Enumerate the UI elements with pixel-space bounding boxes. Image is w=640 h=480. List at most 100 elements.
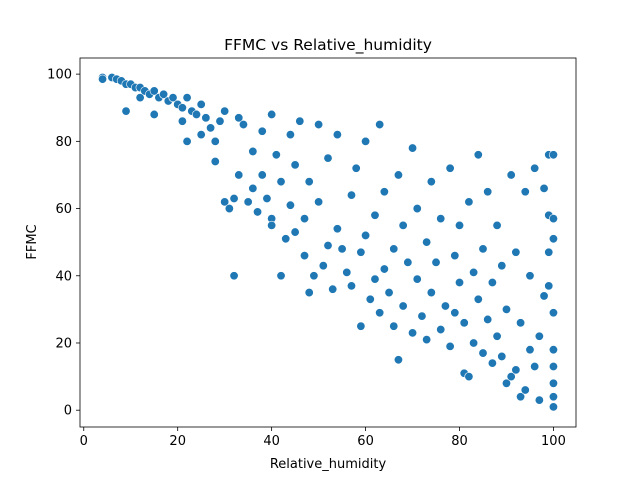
y-tick-label: 60 — [55, 202, 72, 217]
data-point — [238, 120, 248, 130]
data-point — [422, 237, 432, 247]
data-point — [473, 150, 483, 160]
data-point — [393, 170, 403, 180]
data-point — [389, 244, 399, 254]
data-point — [285, 130, 295, 140]
data-point — [177, 116, 187, 126]
points-layer — [98, 72, 558, 412]
data-point — [464, 197, 474, 207]
x-tick-label: 60 — [357, 434, 374, 449]
y-axis: 0 20 40 60 80 100 — [47, 68, 80, 419]
data-point — [220, 197, 230, 207]
data-point — [478, 244, 488, 254]
data-point — [516, 392, 526, 402]
data-point — [548, 392, 558, 402]
data-point — [309, 271, 319, 281]
data-point — [506, 170, 516, 180]
y-tick-label: 0 — [64, 404, 72, 419]
data-point — [520, 385, 530, 395]
data-point — [492, 331, 502, 341]
data-point — [332, 224, 342, 234]
data-point — [253, 207, 263, 217]
data-point — [487, 277, 497, 287]
data-point — [375, 120, 385, 130]
data-point — [220, 106, 230, 116]
data-point — [196, 99, 206, 109]
data-point — [445, 341, 455, 351]
data-point — [548, 402, 558, 412]
data-point — [412, 204, 422, 214]
plot-frame — [79, 57, 577, 428]
data-point — [300, 214, 310, 224]
x-tick-label: 0 — [80, 434, 88, 449]
data-point — [314, 197, 324, 207]
data-point — [346, 281, 356, 291]
data-point — [229, 193, 239, 203]
data-point — [501, 304, 511, 314]
data-point — [544, 281, 554, 291]
data-point — [356, 321, 366, 331]
data-point — [365, 294, 375, 304]
data-point — [267, 220, 277, 230]
data-point — [191, 109, 201, 119]
x-tick-label: 20 — [169, 434, 186, 449]
data-point — [497, 351, 507, 361]
data-point — [304, 177, 314, 187]
data-point — [534, 395, 544, 405]
data-point — [483, 314, 493, 324]
data-point — [398, 220, 408, 230]
data-point — [314, 120, 324, 130]
data-point — [393, 355, 403, 365]
data-point — [548, 308, 558, 318]
data-point — [257, 126, 267, 136]
data-point — [525, 345, 535, 355]
data-point — [201, 113, 211, 123]
data-point — [440, 301, 450, 311]
data-point — [544, 247, 554, 257]
data-point — [285, 200, 295, 210]
x-tick-label: 100 — [541, 434, 566, 449]
data-point — [121, 106, 131, 116]
y-axis-title: FFMC — [25, 224, 40, 259]
data-point — [248, 183, 258, 193]
data-point — [290, 227, 300, 237]
data-point — [224, 204, 234, 214]
data-point — [548, 234, 558, 244]
data-point — [530, 362, 540, 372]
data-point — [534, 331, 544, 341]
x-axis-title: Relative_humidity — [270, 457, 387, 472]
data-point — [300, 251, 310, 261]
data-point — [516, 318, 526, 328]
data-point — [389, 321, 399, 331]
data-point — [478, 348, 488, 358]
data-point — [210, 136, 220, 146]
data-point — [337, 244, 347, 254]
data-point — [318, 261, 328, 271]
data-point — [304, 288, 314, 298]
data-point — [403, 257, 413, 267]
data-point — [149, 109, 159, 119]
x-tick-label: 80 — [451, 434, 468, 449]
y-tick-label: 100 — [47, 68, 72, 83]
data-point — [426, 177, 436, 187]
data-point — [408, 328, 418, 338]
data-point — [323, 153, 333, 163]
data-point — [98, 74, 108, 84]
data-point — [234, 170, 244, 180]
data-point — [182, 136, 192, 146]
x-axis: 0 20 40 60 80 100 — [80, 427, 566, 449]
data-point — [177, 103, 187, 113]
data-point — [276, 271, 286, 281]
data-point — [332, 130, 342, 140]
data-point — [290, 160, 300, 170]
data-point — [530, 163, 540, 173]
data-point — [497, 261, 507, 271]
data-point — [328, 284, 338, 294]
data-point — [215, 116, 225, 126]
data-point — [243, 197, 253, 207]
y-tick-label: 40 — [55, 269, 72, 284]
data-point — [431, 257, 441, 267]
data-point — [361, 136, 371, 146]
data-point — [267, 109, 277, 119]
